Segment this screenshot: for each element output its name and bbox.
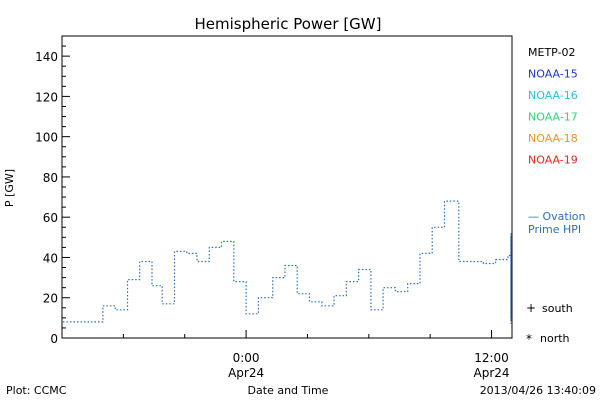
y-tick-label: 140: [35, 50, 58, 64]
y-axis-ticks: 0 20 40 60 80 100 120 140: [35, 35, 70, 346]
x-axis-label: Date and Time: [248, 384, 329, 397]
x-tick-time-label: 0:00: [233, 351, 260, 365]
legend-satellites: METP-02 NOAA-15 NOAA-16 NOAA-17 NOAA-18 NOAA-…: [528, 46, 578, 167]
legend-north-label: north: [540, 332, 570, 345]
legend-south-label: south: [542, 302, 573, 315]
legend-item-label: NOAA-16: [528, 89, 578, 102]
y-tick-label: 60: [43, 211, 58, 225]
legend: METP-02 NOAA-15 NOAA-16 NOAA-17 NOAA-18 NOAA-…: [526, 46, 586, 346]
y-tick-label: 80: [43, 171, 58, 185]
legend-south-marker: +: [526, 301, 536, 315]
legend-ovation-label-2: Prime HPI: [528, 223, 581, 236]
y-tick-label: 100: [35, 131, 58, 145]
footer-plot-credit: Plot: CCMC: [6, 384, 67, 397]
x-tick-time-label: 12:00: [474, 351, 509, 365]
legend-item-label: NOAA-19: [528, 154, 578, 167]
x-tick-date-label: Apr24: [228, 366, 264, 380]
legend-north-marker: *: [526, 332, 532, 346]
y-tick-label: 40: [43, 251, 58, 265]
legend-item-label: NOAA-15: [528, 68, 578, 81]
legend-item-label: NOAA-17: [528, 111, 578, 124]
footer-timestamp: 2013/04/26 13:40:09: [480, 384, 596, 397]
y-tick-label: 120: [35, 90, 58, 104]
x-axis-ticks: 0:00Apr2412:00Apr240:00Apr2512:00Apr250:…: [61, 330, 510, 380]
legend-ovation-label: — Ovation: [528, 210, 586, 223]
legend-item-label: METP-02: [528, 46, 576, 59]
y-tick-label: 0: [50, 332, 58, 346]
legend-item-label: NOAA-18: [528, 132, 578, 145]
chart-title: Hemispheric Power [GW]: [195, 15, 382, 33]
ovation-hpi-series: [63, 200, 512, 324]
ovation-hpi-line: [63, 200, 512, 324]
y-tick-label: 20: [43, 292, 58, 306]
x-tick-date-label: Apr24: [474, 366, 510, 380]
y-axis-label: P [GW]: [3, 169, 16, 207]
